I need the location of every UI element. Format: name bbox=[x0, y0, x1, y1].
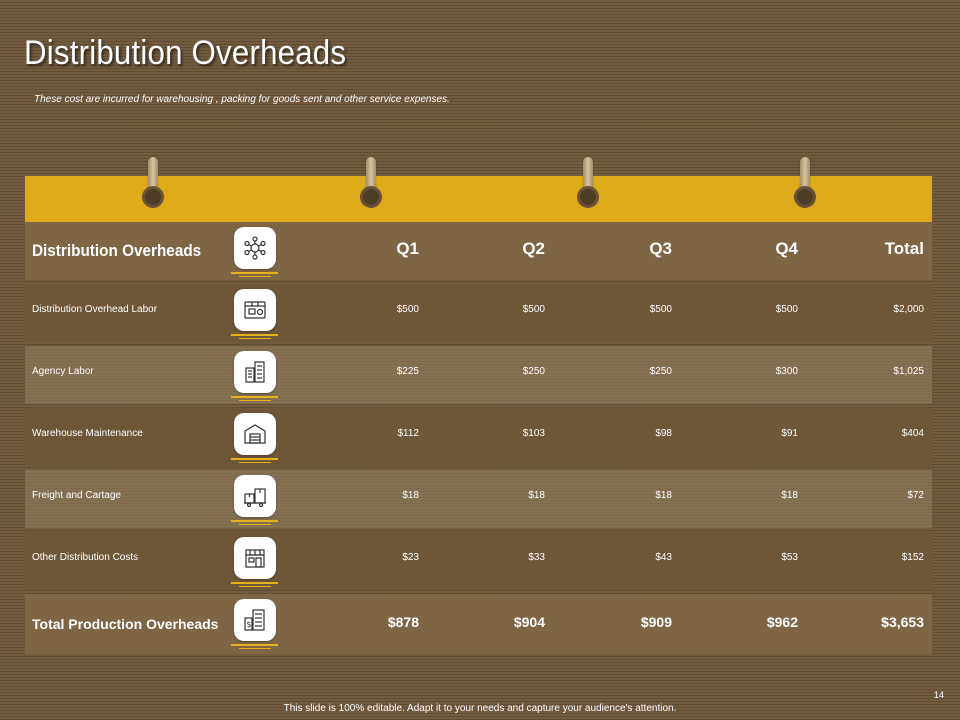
row-label: Agency Labor bbox=[32, 365, 94, 377]
total-q2: $904 bbox=[513, 614, 545, 630]
cell-q1: $18 bbox=[402, 489, 419, 501]
cell-total: $72 bbox=[907, 489, 924, 501]
cell-q2: $250 bbox=[522, 365, 545, 377]
binder-ring bbox=[576, 157, 600, 208]
slide-footer: This slide is 100% editable. Adapt it to… bbox=[283, 703, 677, 714]
cell-q3: $500 bbox=[649, 303, 672, 315]
table-total-row: Total Production Overheads $ $878 $904 $… bbox=[25, 594, 932, 654]
cell-q2: $33 bbox=[528, 551, 545, 563]
warehouse-icon bbox=[244, 424, 266, 444]
overheads-table: Distribution Overheads Q1 Q2 Q3 Q4 Total bbox=[25, 222, 932, 654]
page-number: 14 bbox=[934, 690, 945, 700]
slide-title: Distribution Overheads bbox=[24, 34, 347, 72]
table-row: Warehouse Maintenance $112 $103 $98 $91 … bbox=[25, 408, 932, 466]
total-q3: $909 bbox=[640, 614, 672, 630]
cargo-boxes-icon bbox=[244, 488, 266, 508]
header-label: Distribution Overheads bbox=[32, 241, 202, 260]
cell-q3: $250 bbox=[649, 365, 672, 377]
svg-text:$: $ bbox=[247, 620, 252, 629]
row-label: Warehouse Maintenance bbox=[32, 427, 143, 439]
column-header-q4: Q4 bbox=[775, 239, 798, 258]
total-q4: $962 bbox=[766, 614, 798, 630]
binder-ring bbox=[141, 157, 165, 208]
cell-q4: $18 bbox=[781, 489, 798, 501]
office-buildings-icon bbox=[245, 361, 265, 383]
cell-total: $152 bbox=[901, 551, 924, 563]
cell-q1: $225 bbox=[396, 365, 419, 377]
calendar-header-bar bbox=[25, 176, 932, 222]
dollar-building-icon: $ bbox=[244, 609, 265, 631]
cell-q2: $18 bbox=[528, 489, 545, 501]
total-grand: $3,653 bbox=[881, 614, 924, 630]
total-label: Total Production Overheads bbox=[32, 616, 219, 632]
row-label: Other Distribution Costs bbox=[32, 551, 139, 563]
cell-total: $1,025 bbox=[893, 365, 924, 377]
cell-q4: $300 bbox=[775, 365, 798, 377]
cell-q1: $112 bbox=[397, 427, 419, 439]
table-row: Freight and Cartage $18 $18 $18 $18 $72 bbox=[25, 470, 932, 528]
cell-total: $404 bbox=[901, 427, 924, 439]
conveyor-machine-icon bbox=[244, 301, 266, 319]
binder-ring bbox=[793, 157, 817, 208]
total-q1: $878 bbox=[387, 614, 419, 630]
table-row: Agency Labor $225 $250 $250 $300 $1,025 bbox=[25, 346, 932, 404]
storefront-icon bbox=[245, 549, 265, 568]
table-row: Distribution Overhead Labor $500 $500 $5… bbox=[25, 284, 932, 342]
cell-q4: $53 bbox=[781, 551, 798, 563]
table-row: Other Distribution Costs $23 $33 $43 $53… bbox=[25, 532, 932, 590]
cell-q3: $18 bbox=[655, 489, 672, 501]
table-header-row: Distribution Overheads Q1 Q2 Q3 Q4 Total bbox=[25, 222, 932, 280]
slide-subtitle: These cost are incurred for warehousing … bbox=[34, 94, 450, 105]
cell-q3: $43 bbox=[655, 551, 672, 563]
cell-q4: $91 bbox=[781, 427, 798, 439]
row-label: Freight and Cartage bbox=[32, 489, 121, 501]
network-nodes-icon bbox=[244, 236, 266, 260]
binder-ring bbox=[359, 157, 383, 208]
row-label: Distribution Overhead Labor bbox=[32, 303, 158, 315]
cell-total: $2,000 bbox=[893, 303, 924, 315]
column-header-q2: Q2 bbox=[522, 239, 545, 258]
cell-q4: $500 bbox=[775, 303, 798, 315]
cell-q1: $23 bbox=[402, 551, 419, 563]
column-header-total: Total bbox=[884, 239, 924, 258]
cell-q2: $103 bbox=[522, 427, 545, 439]
cell-q3: $98 bbox=[655, 427, 672, 439]
cell-q1: $500 bbox=[396, 303, 419, 315]
column-header-q1: Q1 bbox=[396, 239, 419, 258]
column-header-q3: Q3 bbox=[649, 239, 672, 258]
cell-q2: $500 bbox=[522, 303, 545, 315]
